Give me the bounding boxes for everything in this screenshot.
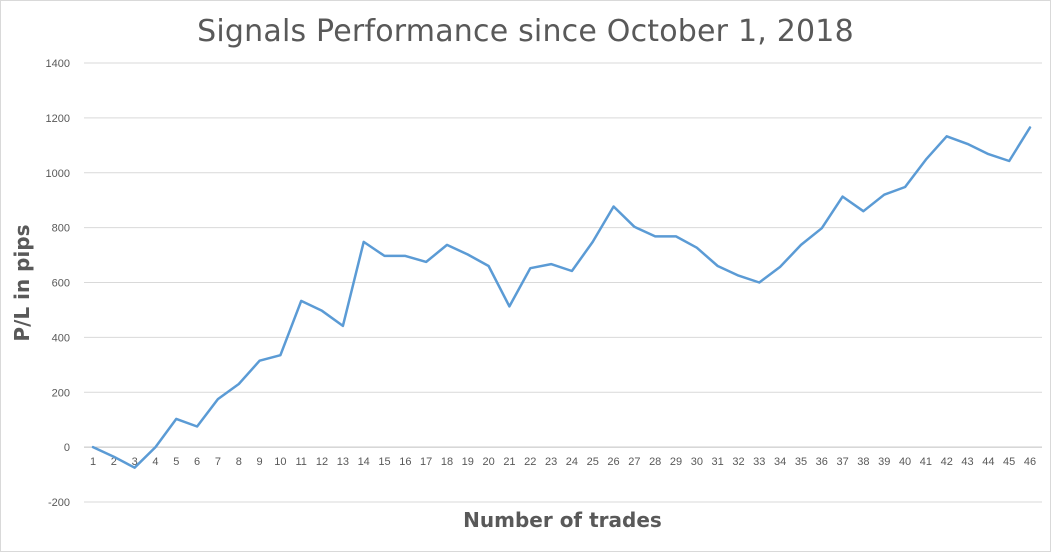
x-tick-label: 14 bbox=[358, 456, 370, 468]
x-tick-label: 12 bbox=[316, 456, 328, 468]
y-tick-label: 400 bbox=[52, 332, 70, 344]
x-tick-label: 36 bbox=[816, 456, 828, 468]
x-tick-label: 41 bbox=[920, 456, 932, 468]
y-tick-label: 0 bbox=[64, 442, 70, 454]
x-tick-label: 46 bbox=[1024, 456, 1036, 468]
x-tick-label: 29 bbox=[670, 456, 682, 468]
x-tick-label: 8 bbox=[236, 456, 242, 468]
x-tick-label: 26 bbox=[607, 456, 619, 468]
x-tick-label: 31 bbox=[712, 456, 724, 468]
x-tick-label: 20 bbox=[482, 456, 494, 468]
x-tick-label: 4 bbox=[152, 456, 158, 468]
x-tick-label: 22 bbox=[524, 456, 536, 468]
x-tick-label: 32 bbox=[732, 456, 744, 468]
y-tick-label: 800 bbox=[52, 223, 70, 235]
x-tick-label: 21 bbox=[503, 456, 515, 468]
x-tick-label: 28 bbox=[649, 456, 661, 468]
x-tick-label: 6 bbox=[194, 456, 200, 468]
x-tick-label: 13 bbox=[337, 456, 349, 468]
x-tick-label: 24 bbox=[566, 456, 578, 468]
x-tick-label: 38 bbox=[857, 456, 869, 468]
y-tick-label: -200 bbox=[48, 497, 70, 509]
x-tick-label: 17 bbox=[420, 456, 432, 468]
x-tick-label: 18 bbox=[441, 456, 453, 468]
y-tick-label: 1000 bbox=[46, 168, 70, 180]
x-tick-label: 27 bbox=[628, 456, 640, 468]
y-tick-label: 1400 bbox=[46, 58, 70, 70]
x-tick-label: 7 bbox=[215, 456, 221, 468]
x-tick-label: 16 bbox=[399, 456, 411, 468]
series-line bbox=[91, 126, 1032, 469]
x-tick-label: 44 bbox=[982, 456, 994, 468]
x-tick-label: 15 bbox=[378, 456, 390, 468]
x-axis-label: Number of trades bbox=[463, 508, 662, 532]
x-tick-label: 19 bbox=[462, 456, 474, 468]
x-tick-label: 35 bbox=[795, 456, 807, 468]
x-tick-label: 1 bbox=[90, 456, 96, 468]
y-tick-label: 600 bbox=[52, 278, 70, 290]
x-tick-label: 25 bbox=[587, 456, 599, 468]
y-tick-label: 200 bbox=[52, 387, 70, 399]
x-tick-label: 34 bbox=[774, 456, 786, 468]
x-tick-label: 10 bbox=[274, 456, 286, 468]
x-tick-label: 11 bbox=[296, 456, 307, 468]
x-tick-label: 23 bbox=[545, 456, 557, 468]
x-tick-label: 2 bbox=[111, 456, 117, 468]
x-tick-label: 42 bbox=[941, 456, 953, 468]
x-tick-label: 30 bbox=[691, 456, 703, 468]
x-tick-label: 39 bbox=[878, 456, 890, 468]
x-tick-label: 9 bbox=[257, 456, 263, 468]
x-tick-label: 40 bbox=[899, 456, 911, 468]
x-tick-label: 43 bbox=[961, 456, 973, 468]
x-tick-label: 33 bbox=[753, 456, 765, 468]
x-tick-label: 45 bbox=[1003, 456, 1015, 468]
chart-title: Signals Performance since October 1, 201… bbox=[197, 14, 854, 49]
y-tick-label: 1200 bbox=[46, 113, 70, 125]
x-tick-label: 3 bbox=[132, 456, 138, 468]
x-tick-label: 37 bbox=[836, 456, 848, 468]
x-tick-label: 5 bbox=[173, 456, 179, 468]
